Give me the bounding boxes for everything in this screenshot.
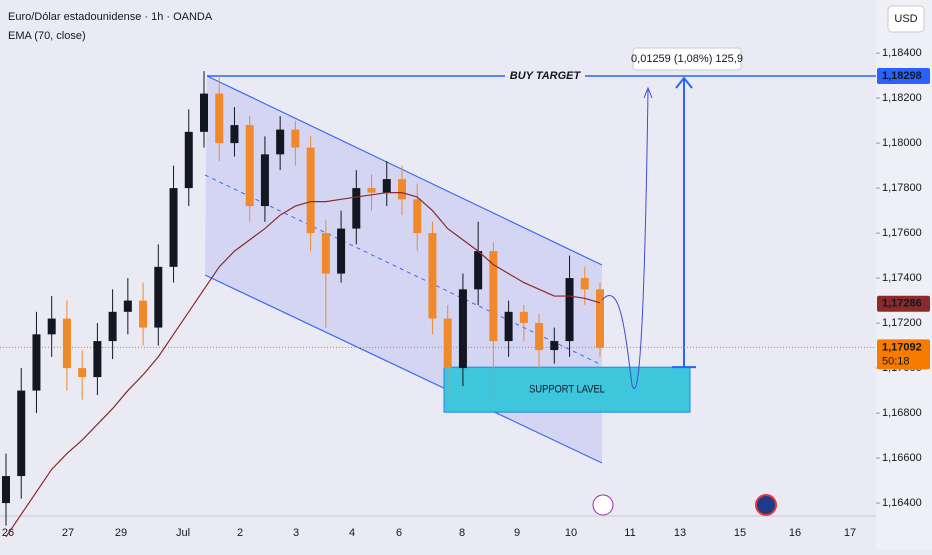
candle-body: [367, 188, 376, 193]
candle-body: [337, 228, 346, 274]
candle-body: [200, 93, 208, 132]
x-tick-label: 8: [459, 527, 465, 539]
measure-arrow: [675, 76, 693, 89]
price-marker: [877, 295, 930, 312]
x-tick-label: 27: [62, 527, 74, 539]
measure-label: 0,01259 (1,08%) 125,9: [631, 53, 743, 65]
y-tick-label: 1,16800: [882, 407, 922, 419]
candle-body: [17, 390, 26, 477]
currency-button[interactable]: [887, 5, 925, 33]
price-marker: [877, 68, 930, 85]
candle-body: [47, 318, 56, 335]
candle-body: [276, 129, 285, 155]
candle-body: [398, 179, 406, 200]
candle-body: [352, 188, 361, 229]
candle-body: [443, 318, 452, 369]
target-label-bg: [505, 68, 585, 85]
candle-body: [413, 199, 422, 234]
candle-body: [458, 289, 467, 369]
candle-body: [535, 323, 544, 351]
countdown: 50:18: [882, 355, 910, 367]
x-tick-label: 6: [396, 527, 402, 539]
x-tick-label: Jul: [176, 527, 190, 539]
y-tick-label: 1,17800: [882, 182, 922, 194]
candle-body: [291, 129, 300, 148]
y-tick-label: 1,16400: [882, 497, 922, 509]
y-tick-label: 1,18400: [882, 47, 922, 59]
candle-body: [519, 311, 528, 324]
y-tick-label: 1,17600: [882, 227, 922, 239]
candle-body: [321, 233, 330, 274]
y-tick-label: 1,18200: [882, 92, 922, 104]
y-tick-label: 1,17200: [882, 317, 922, 329]
x-tick-label: 9: [514, 527, 520, 539]
candle-body: [184, 131, 193, 189]
x-tick-label: 15: [734, 527, 746, 539]
x-tick-label: 16: [789, 527, 801, 539]
x-tick-label: 11: [624, 527, 635, 539]
channel-upper: [206, 75, 603, 266]
y-tick-label: 1,18000: [882, 137, 922, 149]
candle-body: [108, 311, 117, 342]
drawings: 1,164001,166001,168001,170001,172001,174…: [0, 47, 930, 539]
candle-body: [62, 318, 71, 369]
target-label: BUY TARGET: [510, 70, 582, 82]
candle-body: [32, 334, 41, 391]
candle-body: [596, 289, 604, 348]
candle-body: [2, 476, 10, 504]
event-flag[interactable]: [755, 494, 777, 516]
x-tick-label: 4: [349, 527, 355, 539]
candle-body: [382, 179, 391, 193]
event-icon[interactable]: [592, 494, 614, 516]
x-tick-label: 13: [674, 527, 686, 539]
indicator-label: EMA (70, close): [8, 30, 86, 42]
projection-arrow: [643, 86, 653, 99]
candle-body: [504, 311, 513, 342]
candle-body: [565, 278, 574, 342]
channel-lower: [204, 274, 603, 464]
chart-title: Euro/Dólar estadounidense · 1h · OANDA: [8, 11, 213, 23]
candle-body: [245, 125, 254, 207]
support-label: SUPPORT LAVEL: [529, 384, 605, 396]
support-zone: [443, 366, 691, 413]
price-axis-panel: [876, 0, 932, 550]
candle-body: [306, 147, 315, 234]
channel-mid: [204, 174, 603, 366]
candle-body: [260, 154, 269, 207]
candle-body: [550, 341, 559, 351]
y-tick-label: 1,16600: [882, 452, 922, 464]
price-marker-label: 1,17286: [882, 298, 922, 310]
candle-body: [154, 266, 163, 328]
candle-body: [230, 125, 239, 144]
candle-body: [139, 300, 148, 328]
y-tick-label: 1,17400: [882, 272, 922, 284]
candle-body: [489, 251, 498, 342]
projection-path: [601, 89, 649, 389]
candle-body: [93, 341, 102, 378]
currency[interactable]: USD: [894, 13, 917, 25]
candle-body: [580, 278, 589, 290]
candle-body: [428, 233, 437, 319]
candles: [2, 71, 604, 526]
x-tick-label: 3: [293, 527, 299, 539]
candle-body: [78, 368, 87, 378]
candle-body: [169, 188, 178, 267]
candle-body: [215, 93, 224, 144]
x-tick-label: 29: [115, 527, 127, 539]
candle-body: [474, 251, 483, 290]
ema-line: [5, 191, 601, 538]
x-tick-label: 17: [844, 527, 856, 539]
price-marker-label: 1,17092: [882, 341, 922, 353]
candle-body: [123, 300, 132, 312]
measure-box: [632, 47, 742, 71]
x-tick-label: 10: [565, 527, 577, 539]
price-marker: [877, 339, 930, 370]
x-tick-label: 2: [237, 527, 243, 539]
price-marker-label: 1,18298: [882, 70, 922, 82]
